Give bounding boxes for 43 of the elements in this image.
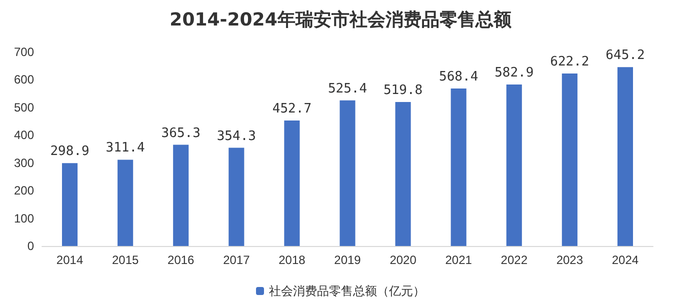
x-tick-label: 2019 <box>334 253 362 267</box>
x-tick-label: 2014 <box>56 253 84 267</box>
data-label: 582.9 <box>494 65 534 80</box>
y-tick-label: 600 <box>14 72 34 87</box>
x-tick-label: 2015 <box>112 253 139 267</box>
y-tick-label: 100 <box>14 211 34 226</box>
y-tick-label: 300 <box>14 156 34 170</box>
x-tick-label: 2018 <box>278 253 306 267</box>
x-tick-label: 2023 <box>556 253 584 267</box>
data-label: 525.4 <box>328 81 368 96</box>
bar <box>228 148 244 246</box>
y-tick-label: 500 <box>14 100 34 114</box>
data-label: 365.3 <box>161 126 200 141</box>
bar <box>506 84 522 246</box>
data-label: 311.4 <box>106 140 146 156</box>
y-tick-label: 0 <box>27 239 34 253</box>
bar <box>450 88 466 246</box>
x-tick-label: 2020 <box>390 253 417 267</box>
data-label: 568.4 <box>439 69 478 84</box>
bar <box>617 67 634 246</box>
bar <box>284 120 300 246</box>
chart-title: 2014-2024年瑞安市社会消费品零售总额 <box>170 10 512 30</box>
y-tick-label: 700 <box>14 45 34 59</box>
data-label: 519.8 <box>383 82 423 98</box>
data-label: 645.2 <box>606 48 645 64</box>
data-label: 354.3 <box>216 128 256 144</box>
bar <box>562 74 578 246</box>
bar <box>173 144 189 246</box>
x-tick-label: 2021 <box>445 253 472 267</box>
bar <box>62 163 78 246</box>
y-tick-label: 200 <box>14 184 34 198</box>
bar <box>395 102 411 246</box>
x-tick-label: 2022 <box>500 253 528 267</box>
bar <box>118 160 134 246</box>
legend-label: 社会消费品零售总额（亿元） <box>269 284 425 298</box>
data-label: 452.7 <box>272 102 312 117</box>
y-tick-label: 400 <box>14 128 34 142</box>
x-tick-label: 2017 <box>223 253 250 267</box>
bar <box>340 100 356 246</box>
x-tick-label: 2024 <box>612 253 639 267</box>
data-label: 298.9 <box>50 144 90 160</box>
x-tick-label: 2016 <box>168 253 195 267</box>
data-label: 622.2 <box>550 54 590 70</box>
